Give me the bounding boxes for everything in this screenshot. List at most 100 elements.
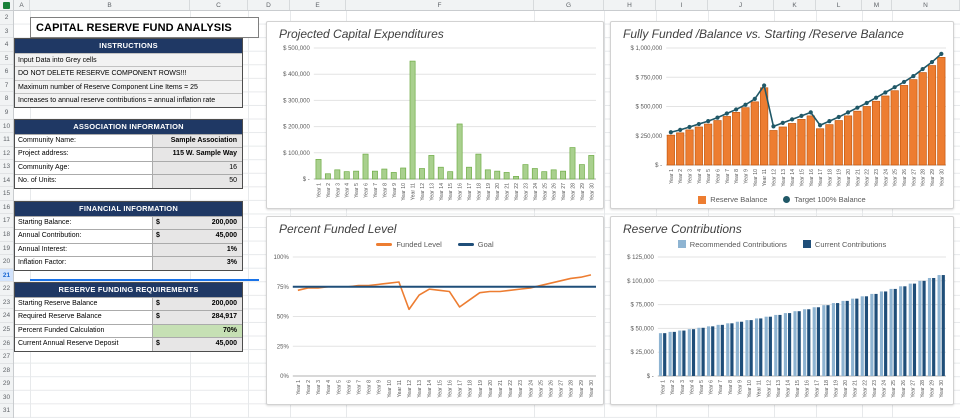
svg-text:Year 4: Year 4 <box>326 380 332 395</box>
grid-vline <box>290 11 291 418</box>
column-letter[interactable]: A <box>14 0 30 10</box>
table-row: No. of Units: 50 <box>15 174 242 188</box>
cell-input[interactable]: 50 <box>152 175 242 188</box>
svg-text:$ 250,000: $ 250,000 <box>635 134 662 140</box>
cell-label: Project address: <box>15 148 152 161</box>
svg-text:Year 1: Year 1 <box>296 380 302 395</box>
svg-text:Year 26: Year 26 <box>901 380 907 398</box>
row-number[interactable]: 22 <box>0 282 13 296</box>
row-number[interactable]: 16 <box>0 201 13 215</box>
cell-input[interactable]: $200,000 <box>152 216 242 230</box>
row-number[interactable]: 9 <box>0 106 13 120</box>
row-number[interactable]: 5 <box>0 52 13 66</box>
svg-text:Year 3: Year 3 <box>688 169 694 184</box>
sheet-grid[interactable]: CAPITAL RESERVE FUND ANALYSIS INSTRUCTIO… <box>14 11 960 418</box>
svg-text:Year 30: Year 30 <box>589 380 595 398</box>
row-number[interactable]: 2 <box>0 11 13 25</box>
svg-text:50%: 50% <box>277 315 290 321</box>
row-number[interactable]: 25 <box>0 323 13 337</box>
svg-text:Year 15: Year 15 <box>448 183 454 201</box>
legend-item: Goal <box>457 240 494 249</box>
column-letter[interactable]: E <box>290 0 346 10</box>
row-number[interactable]: 6 <box>0 65 13 79</box>
column-letter[interactable]: G <box>534 0 604 10</box>
row-number[interactable]: 20 <box>0 255 13 269</box>
cell-value[interactable]: $200,000 <box>152 297 242 311</box>
svg-text:Year 8: Year 8 <box>367 380 373 395</box>
svg-text:Year 7: Year 7 <box>725 169 731 184</box>
row-number[interactable]: 28 <box>0 364 13 378</box>
column-letter[interactable]: D <box>248 0 290 10</box>
percent-funded-cell[interactable]: 70% <box>152 324 242 338</box>
row-number[interactable]: 13 <box>0 160 13 174</box>
cell-input[interactable]: 115 W. Sample Way <box>152 148 242 161</box>
svg-text:Year 10: Year 10 <box>753 169 759 187</box>
column-letter[interactable]: M <box>862 0 892 10</box>
financial-section: FINANCIAL INFORMATION Starting Balance: … <box>14 201 243 271</box>
column-letter[interactable]: I <box>656 0 708 10</box>
row-number[interactable]: 24 <box>0 309 13 323</box>
table-row: Percent Funded Calculation 70% <box>15 323 242 338</box>
cell-input[interactable]: Sample Association <box>152 134 242 148</box>
row-number[interactable]: 30 <box>0 391 13 405</box>
row-number[interactable]: 17 <box>0 214 13 228</box>
row-number[interactable]: 4 <box>0 38 13 52</box>
svg-text:$ 125,000: $ 125,000 <box>627 255 654 261</box>
column-letter[interactable]: C <box>190 0 248 10</box>
row-number[interactable]: 14 <box>0 174 13 188</box>
legend-swatch <box>457 242 474 246</box>
select-all-corner[interactable] <box>0 0 14 11</box>
cell-input[interactable]: 16 <box>152 161 242 175</box>
row-number[interactable]: 31 <box>0 404 13 418</box>
row-number[interactable]: 21 <box>0 268 13 283</box>
column-letter[interactable]: H <box>604 0 656 10</box>
svg-text:Year 25: Year 25 <box>542 183 548 201</box>
svg-text:Year 12: Year 12 <box>407 380 413 398</box>
row-number[interactable]: 10 <box>0 120 13 134</box>
svg-text:25%: 25% <box>277 344 290 350</box>
row-number[interactable]: 26 <box>0 337 13 351</box>
cell-input[interactable]: 3% <box>152 257 242 270</box>
row-number[interactable]: 27 <box>0 350 13 364</box>
chart-title: Percent Funded Level <box>279 222 397 236</box>
row-number[interactable]: 18 <box>0 228 13 242</box>
svg-text:Year 11: Year 11 <box>411 183 417 200</box>
row-number[interactable]: 23 <box>0 296 13 310</box>
column-letter[interactable]: K <box>774 0 816 10</box>
cell-value[interactable]: $45,000 <box>152 338 242 351</box>
legend-item: Reserve Balance <box>698 195 767 204</box>
row-number[interactable]: 19 <box>0 242 13 256</box>
column-letter[interactable]: L <box>816 0 862 10</box>
svg-text:Year 27: Year 27 <box>910 380 916 398</box>
svg-text:Year 8: Year 8 <box>728 380 734 395</box>
svg-text:Year 28: Year 28 <box>570 183 576 201</box>
table-row: Project address: 115 W. Sample Way <box>15 147 242 161</box>
cell-input[interactable]: 1% <box>152 243 242 257</box>
column-letter[interactable]: N <box>892 0 960 10</box>
svg-text:Year 9: Year 9 <box>743 169 749 184</box>
cell-label: Percent Funded Calculation <box>15 324 152 338</box>
cell-value[interactable]: $284,917 <box>152 311 242 324</box>
svg-text:Year 21: Year 21 <box>853 380 859 398</box>
column-letter[interactable]: B <box>30 0 190 10</box>
svg-text:Year 19: Year 19 <box>837 169 843 187</box>
svg-text:Year 2: Year 2 <box>326 183 332 198</box>
row-number[interactable]: 29 <box>0 377 13 391</box>
instruction-line: Input Data into Grey cells <box>15 52 242 67</box>
svg-text:Year 14: Year 14 <box>790 169 796 187</box>
column-letter[interactable]: J <box>708 0 774 10</box>
row-number[interactable]: 11 <box>0 133 13 147</box>
row-number[interactable]: 12 <box>0 147 13 161</box>
row-number[interactable]: 3 <box>0 25 13 39</box>
svg-text:$ 400,000: $ 400,000 <box>283 72 310 78</box>
svg-text:Year 2: Year 2 <box>670 380 676 395</box>
svg-text:$ 200,000: $ 200,000 <box>283 125 310 131</box>
svg-text:Year 14: Year 14 <box>427 380 433 398</box>
svg-text:Year 24: Year 24 <box>882 380 888 398</box>
cell-input[interactable]: $45,000 <box>152 230 242 243</box>
column-letter[interactable]: F <box>346 0 534 10</box>
row-number[interactable]: 8 <box>0 92 13 106</box>
row-number[interactable]: 15 <box>0 187 13 201</box>
row-number[interactable]: 7 <box>0 79 13 93</box>
svg-text:$ 100,000: $ 100,000 <box>627 279 654 285</box>
